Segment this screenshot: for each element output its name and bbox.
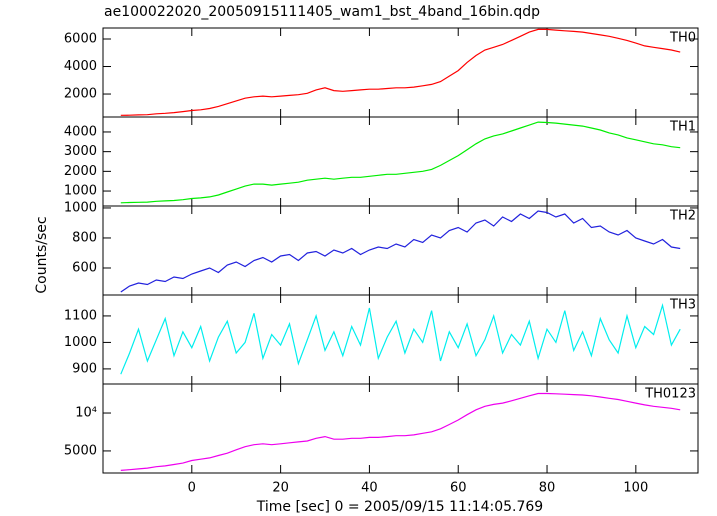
data-line bbox=[120, 28, 681, 116]
y-tick-label: 1000 bbox=[64, 335, 97, 350]
y-tick-label: 1000 bbox=[64, 200, 97, 215]
panel-label: TH0 bbox=[669, 31, 696, 46]
panel-label: TH2 bbox=[669, 209, 696, 224]
x-tick-label: 0 bbox=[188, 481, 196, 496]
y-tick-label: 2000 bbox=[64, 87, 97, 102]
y-tick-label: 900 bbox=[72, 361, 97, 376]
y-tick-label: 4000 bbox=[64, 124, 97, 139]
panel-frame bbox=[102, 383, 699, 474]
x-tick-label: 40 bbox=[361, 481, 378, 496]
panel-frame bbox=[102, 205, 699, 296]
chart-title: ae100022020_20050915111405_wam1_bst_4ban… bbox=[104, 4, 540, 20]
y-tick-label: 3000 bbox=[64, 144, 97, 159]
x-tick-label: 20 bbox=[272, 481, 289, 496]
y-tick-label: 2000 bbox=[64, 164, 97, 179]
panel-label: TH1 bbox=[669, 120, 696, 135]
data-line bbox=[120, 302, 681, 375]
x-tick-label: 100 bbox=[623, 481, 648, 496]
panel-frame bbox=[102, 116, 699, 207]
y-tick-label: 800 bbox=[72, 230, 97, 245]
data-line bbox=[120, 210, 681, 293]
y-axis-label: Counts/sec bbox=[34, 216, 50, 293]
y-tick-label: 1000 bbox=[64, 184, 97, 199]
y-tick-label: 6000 bbox=[64, 32, 97, 47]
panel-frame bbox=[102, 27, 699, 118]
panel-label: TH0123 bbox=[644, 387, 696, 402]
x-tick-label: 60 bbox=[450, 481, 467, 496]
y-tick-label: 10⁴ bbox=[75, 406, 97, 421]
y-tick-label: 4000 bbox=[64, 59, 97, 74]
panel-label: TH3 bbox=[669, 298, 696, 313]
x-tick-label: 80 bbox=[539, 481, 556, 496]
y-tick-label: 600 bbox=[72, 260, 97, 275]
y-tick-label: 1100 bbox=[64, 308, 97, 323]
data-line bbox=[120, 121, 681, 204]
data-line bbox=[120, 392, 681, 471]
x-axis-label: Time [sec] 0 = 2005/09/15 11:14:05.769 bbox=[256, 499, 543, 515]
y-tick-label: 5000 bbox=[64, 443, 97, 458]
